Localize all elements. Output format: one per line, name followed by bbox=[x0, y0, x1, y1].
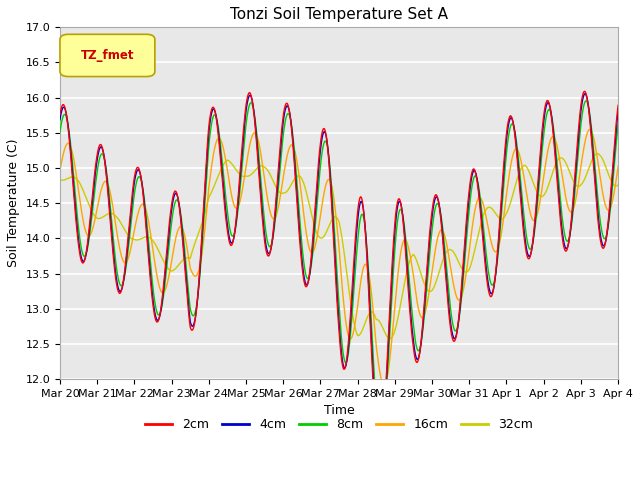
Title: Tonzi Soil Temperature Set A: Tonzi Soil Temperature Set A bbox=[230, 7, 448, 22]
Legend: 2cm, 4cm, 8cm, 16cm, 32cm: 2cm, 4cm, 8cm, 16cm, 32cm bbox=[140, 413, 538, 436]
FancyBboxPatch shape bbox=[60, 34, 155, 76]
Text: TZ_fmet: TZ_fmet bbox=[81, 48, 134, 61]
Y-axis label: Soil Temperature (C): Soil Temperature (C) bbox=[7, 139, 20, 267]
X-axis label: Time: Time bbox=[324, 405, 355, 418]
